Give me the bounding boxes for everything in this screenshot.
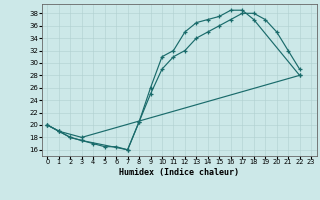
X-axis label: Humidex (Indice chaleur): Humidex (Indice chaleur) [119,168,239,177]
